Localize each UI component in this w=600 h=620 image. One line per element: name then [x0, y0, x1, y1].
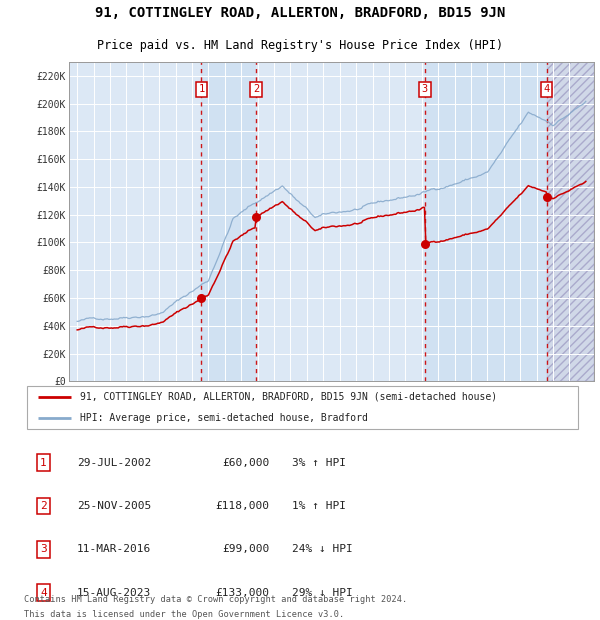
Text: HPI: Average price, semi-detached house, Bradford: HPI: Average price, semi-detached house,…: [80, 414, 368, 423]
Text: 29-JUL-2002: 29-JUL-2002: [77, 458, 151, 467]
Text: 91, COTTINGLEY ROAD, ALLERTON, BRADFORD, BD15 9JN (semi-detached house): 91, COTTINGLEY ROAD, ALLERTON, BRADFORD,…: [80, 392, 497, 402]
Bar: [425, 62, 547, 381]
Text: £99,000: £99,000: [222, 544, 269, 554]
Text: 15-AUG-2023: 15-AUG-2023: [77, 588, 151, 598]
Text: 3: 3: [40, 544, 47, 554]
Text: Contains HM Land Registry data © Crown copyright and database right 2024.: Contains HM Land Registry data © Crown c…: [24, 595, 407, 604]
Text: 29% ↓ HPI: 29% ↓ HPI: [292, 588, 353, 598]
Text: 24% ↓ HPI: 24% ↓ HPI: [292, 544, 353, 554]
Text: 1% ↑ HPI: 1% ↑ HPI: [292, 501, 346, 511]
Text: 3% ↑ HPI: 3% ↑ HPI: [292, 458, 346, 467]
Text: 2: 2: [40, 501, 47, 511]
Text: £60,000: £60,000: [222, 458, 269, 467]
Bar: [202, 62, 256, 381]
Text: 11-MAR-2016: 11-MAR-2016: [77, 544, 151, 554]
Text: 2: 2: [253, 84, 259, 94]
Bar: [547, 62, 594, 381]
Text: 3: 3: [422, 84, 428, 94]
Text: This data is licensed under the Open Government Licence v3.0.: This data is licensed under the Open Gov…: [24, 611, 344, 619]
Text: 1: 1: [40, 458, 47, 467]
Text: £118,000: £118,000: [215, 501, 269, 511]
FancyBboxPatch shape: [27, 386, 578, 429]
Text: 91, COTTINGLEY ROAD, ALLERTON, BRADFORD, BD15 9JN: 91, COTTINGLEY ROAD, ALLERTON, BRADFORD,…: [95, 6, 505, 20]
Text: £133,000: £133,000: [215, 588, 269, 598]
Text: 4: 4: [544, 84, 550, 94]
Text: 4: 4: [40, 588, 47, 598]
Text: 25-NOV-2005: 25-NOV-2005: [77, 501, 151, 511]
Text: Price paid vs. HM Land Registry's House Price Index (HPI): Price paid vs. HM Land Registry's House …: [97, 40, 503, 53]
Text: 1: 1: [198, 84, 205, 94]
Bar: [547, 62, 594, 381]
